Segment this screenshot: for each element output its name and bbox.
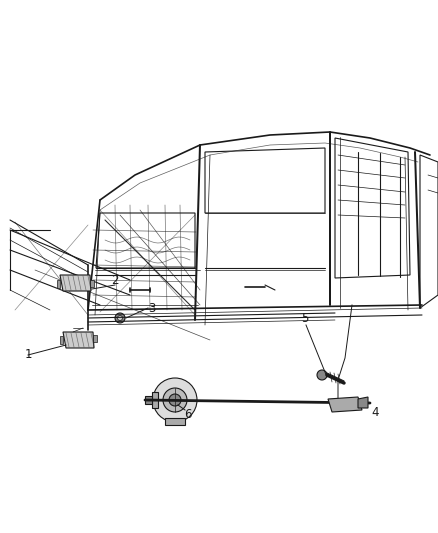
Text: 1: 1 [24,349,32,361]
Text: 3: 3 [148,302,155,314]
Polygon shape [145,396,152,404]
Text: 4: 4 [371,406,379,418]
Text: 2: 2 [111,273,119,287]
Circle shape [317,370,327,380]
Polygon shape [328,397,362,412]
Polygon shape [57,280,60,288]
Polygon shape [60,275,91,291]
Polygon shape [63,332,94,348]
Circle shape [117,316,123,320]
Text: 5: 5 [301,311,309,325]
Circle shape [169,394,181,406]
Polygon shape [152,392,158,408]
Circle shape [115,313,125,323]
Polygon shape [93,335,97,342]
Polygon shape [60,336,63,344]
Circle shape [153,378,197,422]
Polygon shape [358,397,368,408]
Polygon shape [165,418,185,425]
Text: 6: 6 [184,408,192,422]
Circle shape [163,388,187,412]
Polygon shape [90,280,94,287]
